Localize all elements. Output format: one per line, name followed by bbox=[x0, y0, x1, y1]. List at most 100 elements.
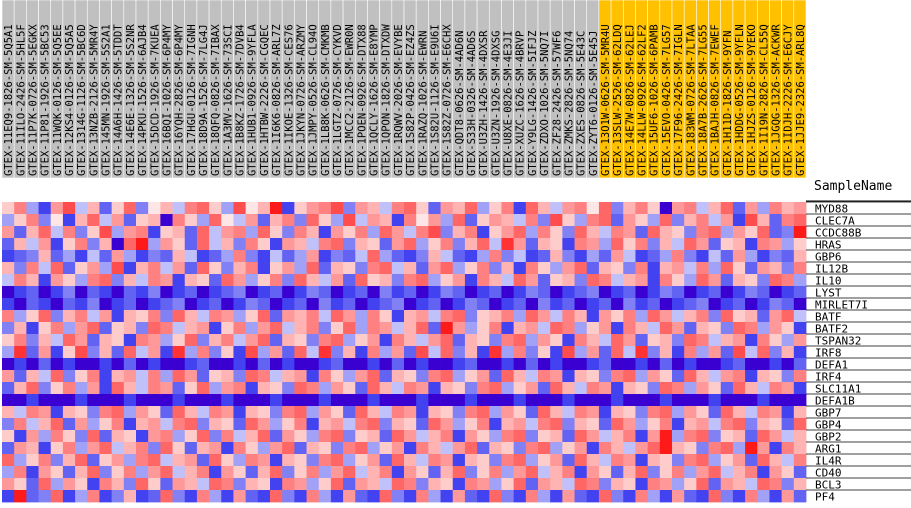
heatmap-cell bbox=[2, 322, 15, 335]
heatmap-cell bbox=[87, 394, 100, 407]
heatmap-cell bbox=[50, 370, 64, 383]
heatmap-cell bbox=[257, 238, 271, 251]
heatmap-cell bbox=[440, 418, 454, 431]
heatmap-cell bbox=[513, 394, 527, 407]
heatmap-cell bbox=[26, 322, 39, 335]
heatmap-cell bbox=[781, 490, 795, 503]
sample-label: GTEX-14E7W-0826-SM-62LEJ bbox=[624, 24, 636, 176]
heatmap-cell bbox=[196, 370, 210, 383]
heatmap-cell bbox=[745, 286, 758, 299]
heatmap-cell bbox=[513, 382, 527, 395]
heatmap-cell bbox=[440, 478, 454, 491]
heatmap-cell bbox=[489, 334, 502, 347]
heatmap-cell bbox=[562, 274, 575, 287]
heatmap-cell bbox=[38, 454, 52, 467]
heatmap-cell bbox=[257, 214, 271, 227]
heatmap-cell bbox=[343, 274, 356, 287]
sample-label: GTEX-1LB8K-0626-SM-CMKMB bbox=[320, 24, 332, 176]
heatmap-cell bbox=[111, 274, 125, 287]
heatmap-cell bbox=[672, 466, 685, 479]
heatmap-cell bbox=[294, 430, 307, 443]
heatmap-cell bbox=[75, 358, 88, 371]
heatmap-cell bbox=[318, 418, 332, 431]
heatmap-cell bbox=[87, 286, 100, 299]
heatmap-cell bbox=[745, 214, 758, 227]
heatmap-cell bbox=[440, 226, 454, 239]
heatmap-cell bbox=[416, 226, 429, 239]
heatmap-cell bbox=[562, 382, 575, 395]
heatmap-cell bbox=[538, 238, 551, 251]
heatmap-cell bbox=[745, 202, 758, 215]
heatmap-cell bbox=[745, 358, 758, 371]
heatmap-cell bbox=[184, 286, 198, 299]
heatmap-cell bbox=[270, 274, 283, 287]
heatmap-cell bbox=[708, 334, 722, 347]
heatmap-cell bbox=[452, 262, 466, 275]
heatmap-cell bbox=[306, 310, 320, 323]
heatmap-cell bbox=[148, 214, 161, 227]
heatmap-cell bbox=[598, 394, 612, 407]
heatmap-cell bbox=[330, 334, 344, 347]
heatmap-cell bbox=[270, 478, 283, 491]
heatmap-cell bbox=[50, 358, 64, 371]
heatmap-cell bbox=[330, 250, 344, 263]
heatmap-cell bbox=[111, 370, 125, 383]
heatmap-cell bbox=[562, 250, 575, 263]
heatmap-cell bbox=[793, 406, 807, 419]
heatmap-cell bbox=[233, 238, 247, 251]
heatmap-cell bbox=[452, 490, 466, 503]
heatmap-cell bbox=[355, 238, 368, 251]
heatmap-cell bbox=[184, 214, 198, 227]
heatmap-cell bbox=[659, 250, 673, 263]
sample-label: GTEX-1RQWV-2026-SM-EVYBE bbox=[393, 24, 405, 176]
heatmap-cell bbox=[513, 478, 527, 491]
heatmap-cell bbox=[160, 286, 173, 299]
heatmap-cell bbox=[391, 370, 405, 383]
heatmap-cell bbox=[391, 238, 405, 251]
heatmap-cell bbox=[769, 286, 783, 299]
heatmap-cell bbox=[562, 490, 575, 503]
heatmap-cell bbox=[14, 418, 27, 431]
heatmap-cell bbox=[330, 442, 344, 455]
sample-label: GTEX-1B8KZ-1726-SM-7DVB4 bbox=[235, 24, 247, 176]
heatmap-cell bbox=[525, 226, 539, 239]
heatmap-cell bbox=[148, 490, 161, 503]
heatmap-cell bbox=[26, 298, 39, 311]
heatmap-cell bbox=[111, 298, 125, 311]
heatmap-cell bbox=[379, 226, 393, 239]
heatmap-cell bbox=[464, 202, 478, 215]
heatmap-cell bbox=[757, 442, 770, 455]
heatmap-cell bbox=[257, 310, 271, 323]
heatmap-cell bbox=[367, 370, 381, 383]
heatmap-cell bbox=[793, 286, 807, 299]
heatmap-cell bbox=[586, 214, 600, 227]
heatmap-cell bbox=[489, 358, 502, 371]
heatmap-cell bbox=[781, 478, 795, 491]
heatmap-cell bbox=[196, 418, 210, 431]
heatmap-cell bbox=[708, 490, 722, 503]
heatmap-cell bbox=[160, 262, 173, 275]
heatmap-cell bbox=[306, 322, 320, 335]
heatmap-cell bbox=[452, 226, 466, 239]
heatmap-cell bbox=[489, 226, 502, 239]
heatmap-cell bbox=[708, 250, 722, 263]
heatmap-cell bbox=[245, 202, 259, 215]
heatmap-cell bbox=[635, 238, 649, 251]
heatmap-cell bbox=[635, 322, 649, 335]
heatmap-cell bbox=[111, 286, 125, 299]
heatmap-cell bbox=[160, 406, 173, 419]
heatmap-cell bbox=[233, 382, 247, 395]
heatmap-cell bbox=[513, 334, 527, 347]
heatmap-cell bbox=[270, 442, 283, 455]
heatmap-cell bbox=[745, 478, 758, 491]
heatmap-cell bbox=[136, 442, 149, 455]
heatmap-cell bbox=[294, 406, 307, 419]
heatmap-cell bbox=[306, 454, 320, 467]
heatmap-cell bbox=[136, 250, 149, 263]
heatmap-cell bbox=[525, 418, 539, 431]
heatmap-cell bbox=[123, 226, 137, 239]
heatmap-cell bbox=[87, 406, 100, 419]
heatmap-cell bbox=[196, 202, 210, 215]
gene-label: IRF4 bbox=[815, 371, 842, 384]
heatmap-cell bbox=[538, 466, 551, 479]
